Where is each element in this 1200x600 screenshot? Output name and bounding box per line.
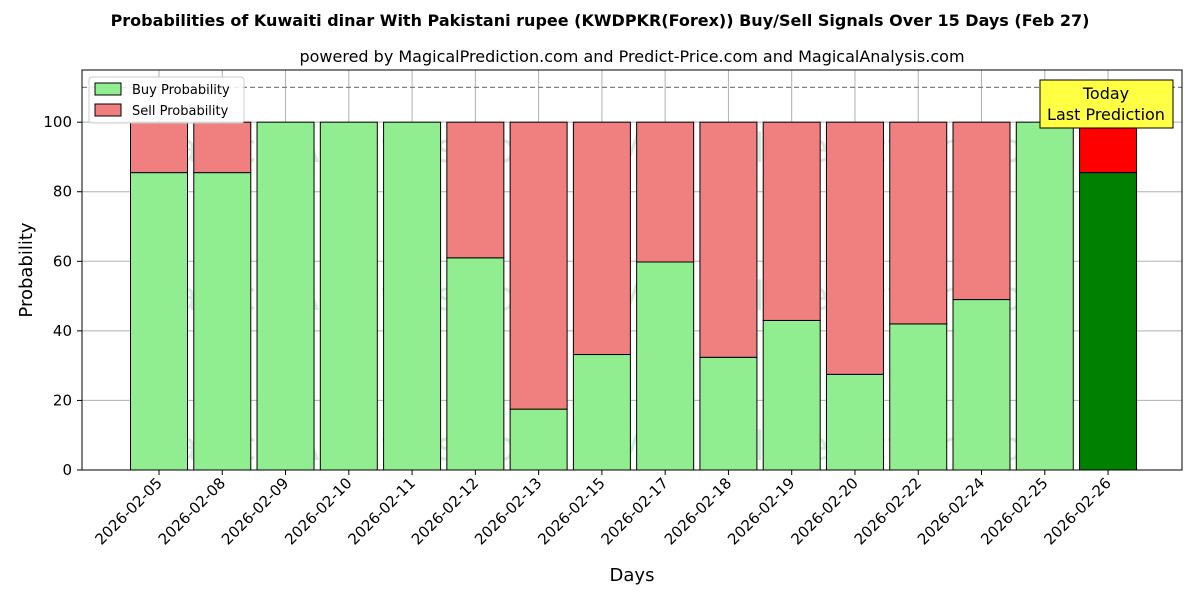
bar-sell-2026-02-05 — [130, 121, 188, 174]
chart-subtitle: powered by MagicalPrediction.com and Pre… — [299, 47, 964, 66]
bar-sell-2026-02-13 — [509, 121, 568, 410]
legend-frame — [88, 76, 245, 124]
x-tick-label: 2026-02-05 — [91, 474, 165, 548]
legend-swatch-buy — [94, 82, 122, 96]
bar-buy-2026-02-20 — [825, 373, 884, 471]
bar-buy-2026-02-12 — [446, 257, 505, 471]
legend-label-buy: Buy Probability — [132, 83, 230, 98]
y-tick-label: 60 — [53, 252, 72, 270]
annotation-line-today: Today — [1082, 84, 1129, 103]
x-axis-ticks: 2026-02-052026-02-082026-02-092026-02-10… — [91, 470, 1115, 548]
y-tick-label: 20 — [53, 391, 72, 409]
x-tick-label: 2026-02-25 — [977, 474, 1051, 548]
x-tick-label: 2026-02-11 — [345, 474, 419, 548]
bar-buy-2026-02-26 — [1079, 172, 1138, 471]
y-tick-label: 100 — [43, 113, 72, 131]
x-tick-label: 2026-02-15 — [534, 474, 608, 548]
bar-buy-2026-02-25 — [1015, 121, 1074, 471]
y-axis-ticks: 0 20 40 60 80 100 — [43, 113, 82, 479]
today-annotation: Today Last Prediction — [1039, 79, 1174, 129]
x-tick-label: 2026-02-18 — [661, 474, 735, 548]
bar-buy-2026-02-09 — [256, 121, 315, 471]
x-tick-label: 2026-02-13 — [471, 474, 545, 548]
y-axis-label: Probability — [16, 222, 37, 317]
bar-buy-2026-02-10 — [319, 121, 378, 471]
bar-buy-2026-02-17 — [636, 261, 695, 471]
x-tick-label: 2026-02-10 — [281, 474, 355, 548]
bar-sell-2026-02-20 — [825, 121, 884, 375]
chart-title: Probabilities of Kuwaiti dinar With Paki… — [111, 11, 1090, 30]
bar-sell-2026-02-08 — [193, 121, 252, 174]
x-tick-label: 2026-02-26 — [1040, 474, 1114, 548]
annotation-box — [1039, 79, 1174, 129]
y-tick-label: 80 — [53, 183, 72, 201]
bar-buy-2026-02-24 — [952, 299, 1011, 471]
annotation-line-last-prediction: Last Prediction — [1047, 105, 1165, 124]
bar-buy-2026-02-15 — [572, 354, 631, 471]
bar-buy-2026-02-19 — [762, 319, 821, 471]
bar-sell-2026-02-19 — [762, 121, 821, 321]
x-tick-label: 2026-02-12 — [408, 474, 482, 548]
legend-swatch-sell — [94, 103, 122, 117]
x-axis-label: Days — [610, 565, 655, 586]
bar-buy-2026-02-22 — [889, 323, 948, 471]
bar-sell-2026-02-26 — [1079, 121, 1138, 174]
bar-sell-2026-02-24 — [952, 121, 1011, 301]
bar-buy-2026-02-11 — [383, 121, 442, 471]
x-tick-label: 2026-02-17 — [598, 474, 672, 548]
x-tick-label: 2026-02-08 — [155, 474, 229, 548]
bar-sell-2026-02-15 — [572, 121, 631, 356]
bar-buy-2026-02-13 — [509, 408, 568, 471]
bar-sell-2026-02-18 — [699, 121, 758, 358]
bar-buy-2026-02-18 — [699, 356, 758, 471]
legend: Buy Probability Sell Probability — [88, 76, 245, 124]
x-tick-label: 2026-02-20 — [787, 474, 861, 548]
bars — [130, 121, 1138, 471]
y-tick-label: 40 — [53, 322, 72, 340]
bar-buy-2026-02-05 — [130, 172, 188, 471]
plot-frame — [81, 69, 1183, 471]
bar-sell-2026-02-17 — [636, 121, 695, 263]
bar-buy-2026-02-08 — [193, 172, 252, 471]
bar-sell-2026-02-12 — [446, 121, 505, 259]
x-tick-label: 2026-02-24 — [914, 474, 988, 548]
y-tick-label: 0 — [62, 461, 72, 479]
bar-sell-2026-02-22 — [889, 121, 948, 325]
x-tick-label: 2026-02-09 — [218, 474, 292, 548]
x-tick-label: 2026-02-19 — [724, 474, 798, 548]
legend-label-sell: Sell Probability — [132, 104, 229, 119]
x-tick-label: 2026-02-22 — [851, 474, 925, 548]
